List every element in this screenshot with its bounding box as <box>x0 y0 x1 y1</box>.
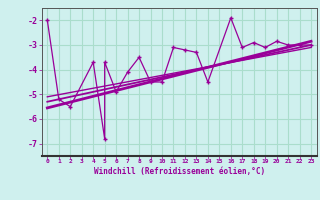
X-axis label: Windchill (Refroidissement éolien,°C): Windchill (Refroidissement éolien,°C) <box>94 167 265 176</box>
